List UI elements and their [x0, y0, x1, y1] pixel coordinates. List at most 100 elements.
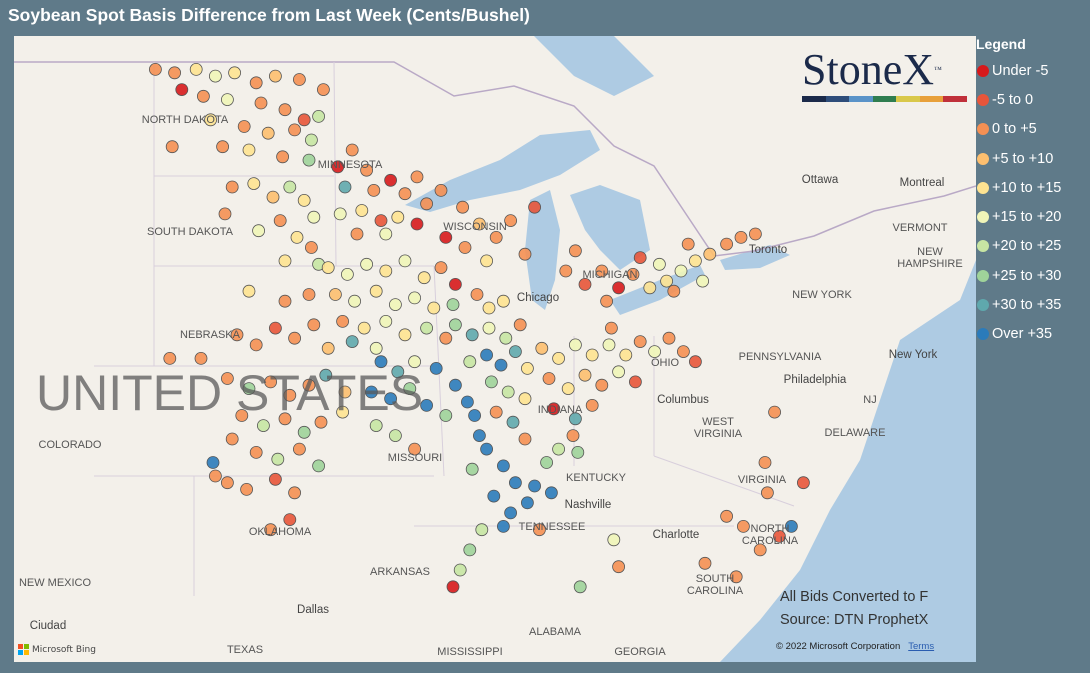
data-point[interactable] [304, 241, 318, 254]
data-point[interactable] [148, 63, 162, 76]
data-point[interactable] [528, 200, 541, 214]
data-point[interactable] [417, 271, 431, 285]
data-point[interactable] [660, 274, 673, 288]
data-point[interactable] [408, 442, 422, 456]
data-point[interactable] [698, 556, 712, 570]
data-point[interactable] [508, 345, 522, 359]
data-point[interactable] [307, 210, 321, 224]
data-point[interactable] [533, 523, 546, 537]
data-point[interactable] [559, 264, 573, 278]
data-point[interactable] [278, 103, 292, 117]
data-point[interactable] [540, 456, 553, 469]
data-point[interactable] [218, 207, 232, 221]
data-point[interactable] [696, 274, 709, 288]
data-point[interactable] [336, 314, 350, 328]
legend-item[interactable]: +5 to +10 [976, 144, 1061, 173]
data-point[interactable] [264, 523, 278, 537]
data-point[interactable] [720, 237, 733, 251]
data-point[interactable] [667, 284, 681, 298]
data-point[interactable] [571, 445, 585, 459]
data-point[interactable] [600, 294, 613, 308]
data-point[interactable] [465, 328, 479, 342]
data-point[interactable] [569, 244, 582, 258]
data-point[interactable] [391, 210, 405, 224]
data-point[interactable] [463, 355, 477, 369]
data-point[interactable] [528, 479, 541, 493]
data-point[interactable] [753, 543, 767, 557]
data-point[interactable] [456, 200, 470, 214]
data-point[interactable] [434, 261, 448, 275]
data-point[interactable] [429, 361, 443, 375]
data-point[interactable] [468, 409, 482, 422]
data-point[interactable] [535, 341, 549, 355]
data-point[interactable] [369, 419, 383, 433]
data-point[interactable] [388, 298, 402, 312]
data-point[interactable] [357, 321, 371, 335]
data-point[interactable] [484, 375, 498, 389]
data-point[interactable] [585, 398, 599, 412]
data-point[interactable] [165, 140, 179, 154]
data-point[interactable] [595, 378, 609, 392]
data-point[interactable] [482, 301, 496, 315]
data-point[interactable] [703, 247, 717, 261]
data-point[interactable] [283, 180, 297, 194]
data-point[interactable] [470, 288, 484, 301]
data-point[interactable] [340, 267, 354, 281]
data-point[interactable] [220, 372, 234, 385]
legend-item[interactable]: +20 to +25 [976, 232, 1061, 261]
data-point[interactable] [513, 318, 527, 332]
data-point[interactable] [163, 351, 177, 365]
data-point[interactable] [271, 452, 285, 466]
legend-item[interactable]: +10 to +15 [976, 173, 1061, 202]
data-point[interactable] [547, 402, 561, 416]
data-point[interactable] [448, 318, 462, 332]
data-point[interactable] [338, 180, 352, 194]
legend-item[interactable]: Over +35 [976, 320, 1061, 349]
terms-link[interactable]: Terms [908, 641, 935, 652]
data-point[interactable] [439, 230, 453, 244]
data-point[interactable] [403, 382, 417, 396]
data-point[interactable] [677, 345, 690, 359]
data-point[interactable] [410, 170, 424, 184]
data-point[interactable] [196, 89, 210, 103]
data-point[interactable] [569, 338, 582, 352]
data-point[interactable] [297, 113, 311, 127]
data-point[interactable] [518, 392, 532, 406]
data-point[interactable] [472, 429, 486, 443]
data-point[interactable] [230, 328, 244, 342]
data-point[interactable] [292, 442, 306, 456]
data-point[interactable] [734, 230, 748, 244]
data-point[interactable] [612, 560, 625, 574]
data-point[interactable] [367, 183, 381, 197]
data-point[interactable] [494, 358, 508, 372]
data-point[interactable] [508, 476, 522, 490]
data-point[interactable] [312, 459, 326, 473]
data-point[interactable] [240, 482, 254, 496]
data-point[interactable] [194, 351, 208, 365]
legend-item[interactable]: +30 to +35 [976, 290, 1061, 319]
data-point[interactable] [521, 361, 534, 375]
data-point[interactable] [427, 301, 441, 315]
data-point[interactable] [633, 251, 647, 265]
data-point[interactable] [333, 207, 347, 221]
data-point[interactable] [379, 264, 393, 278]
legend-item[interactable]: 0 to +5 [976, 115, 1061, 144]
data-point[interactable] [619, 348, 633, 362]
data-point[interactable] [439, 331, 453, 345]
data-point[interactable] [578, 277, 592, 291]
data-point[interactable] [605, 321, 618, 335]
data-point[interactable] [208, 69, 222, 83]
data-point[interactable] [480, 254, 494, 268]
data-point[interactable] [338, 385, 352, 399]
data-point[interactable] [595, 264, 609, 278]
data-point[interactable] [242, 143, 256, 157]
data-point[interactable] [216, 140, 230, 154]
data-point[interactable] [273, 214, 287, 228]
data-point[interactable] [737, 519, 750, 533]
data-point[interactable] [463, 543, 477, 557]
data-point[interactable] [398, 187, 412, 201]
data-point[interactable] [268, 472, 282, 486]
data-point[interactable] [278, 254, 292, 268]
data-point[interactable] [384, 173, 398, 187]
data-point[interactable] [249, 445, 263, 459]
